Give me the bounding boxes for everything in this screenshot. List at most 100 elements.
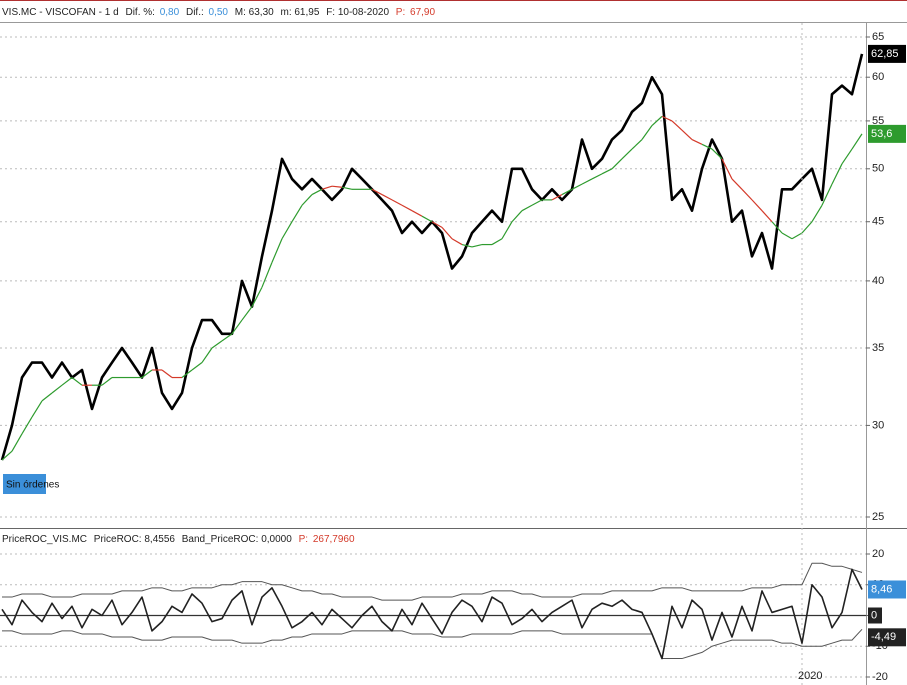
ma-segment [591, 173, 603, 180]
zero-badge: 0 [871, 609, 877, 621]
roc-p-label: P: [299, 534, 308, 545]
ma-segment [11, 433, 23, 452]
ma-segment [651, 115, 663, 126]
ma-segment [371, 188, 383, 196]
ma-segment [421, 215, 433, 223]
ma-segment [551, 194, 563, 201]
roc-line [1, 568, 863, 660]
ma-segment [761, 210, 773, 223]
y-tick-label: 50 [872, 163, 884, 175]
ma-segment [501, 221, 513, 240]
ma-segment [811, 204, 823, 223]
ma-segment [691, 138, 703, 145]
ma-segment [231, 319, 243, 335]
ma-segment [471, 243, 483, 248]
value-badge: -4,49 [871, 631, 896, 643]
ma-segment [841, 148, 853, 165]
ma-segment [831, 163, 843, 185]
roc-value: PriceROC: 8,4556 [94, 534, 176, 545]
ma-segment [621, 148, 633, 160]
y-tick-label: 60 [872, 71, 884, 83]
ma-segment [241, 306, 253, 321]
ma-segment [161, 369, 173, 379]
ma-segment [191, 362, 203, 371]
value-badge-bg [868, 580, 906, 599]
symbol: VIS.MC - VISCOFAN - 1 d [2, 7, 119, 18]
ma-segment [321, 185, 333, 190]
ma-segment [181, 369, 193, 379]
y-tick-label: 30 [872, 419, 884, 431]
ma-segment [721, 158, 733, 180]
orders-badge: Sin órdenes [6, 480, 59, 491]
ma-segment [681, 129, 693, 140]
value-badge-bg [868, 124, 906, 143]
ma-segment [221, 333, 233, 342]
ma-segment [851, 133, 863, 150]
ma-segment [511, 210, 523, 223]
ma-segment [1, 450, 13, 461]
ma-segment [331, 185, 343, 188]
upper-band [2, 562, 863, 601]
ma-segment [101, 377, 113, 386]
roc-p: 267,7960 [313, 534, 355, 545]
ma-segment [341, 186, 353, 190]
ma-segment [211, 340, 223, 349]
ma-segment [791, 232, 803, 240]
ma-segment [521, 204, 533, 212]
x-tick-label: 2020 [798, 670, 822, 682]
ma-segment [311, 188, 323, 196]
ma-segment [141, 369, 153, 379]
ma-segment [531, 199, 543, 206]
ma-segment [581, 178, 593, 185]
dif: 0,50 [209, 7, 229, 18]
ma-segment [741, 188, 753, 201]
ma-segment [71, 377, 83, 386]
min: m: 61,95 [280, 7, 319, 18]
ma-segment [491, 238, 503, 246]
y-tick-label: 40 [872, 275, 884, 287]
ma-segment [271, 238, 283, 263]
roc-header: PriceROC_VIS.MC PriceROC: 8,4556 Band_Pr… [2, 534, 355, 545]
ma-segment [451, 238, 463, 246]
value-badge-bg [868, 628, 906, 647]
p-label: P: [396, 7, 405, 18]
ma-segment [31, 400, 43, 418]
y-tick-label: 20 [872, 548, 884, 560]
value-badge-bg [868, 44, 906, 63]
ma-segment [781, 232, 793, 240]
ma-segment [441, 226, 453, 240]
ma-segment [711, 148, 723, 160]
ma-segment [461, 243, 473, 248]
ma-segment [261, 262, 273, 288]
y-tick-label: 65 [872, 31, 884, 43]
y-tick-label: 35 [872, 342, 884, 354]
orders-badge-bg [3, 474, 46, 494]
header: VIS.MC - VISCOFAN - 1 d Dif. %: 0,80 Dif… [2, 7, 435, 18]
ma-segment [401, 204, 413, 212]
p: 67,90 [410, 7, 435, 18]
y-tick-label: 55 [872, 115, 884, 127]
ma-segment [41, 392, 53, 402]
ma-segment [61, 377, 73, 386]
ma-segment [21, 416, 33, 435]
roc-band: Band_PriceROC: 0,0000 [182, 534, 293, 545]
ma-segment [391, 199, 403, 206]
ma-segment [51, 384, 63, 394]
ma-segment [201, 347, 213, 363]
dif-pct-label: Dif. %: [125, 7, 154, 18]
ma-segment [801, 221, 813, 234]
ma-segment [601, 168, 613, 175]
lower-band [2, 628, 863, 660]
value-badge: 8,46 [871, 583, 892, 595]
dif-label: Dif.: [186, 7, 204, 18]
y-tick-label: 45 [872, 216, 884, 228]
ma-segment [631, 139, 643, 150]
max: M: 63,30 [235, 7, 274, 18]
ma-segment [431, 221, 443, 228]
ma-segment [281, 221, 293, 240]
ma-segment [251, 286, 263, 307]
ma-segment [611, 158, 623, 170]
y-tick-label: -20 [872, 671, 888, 683]
